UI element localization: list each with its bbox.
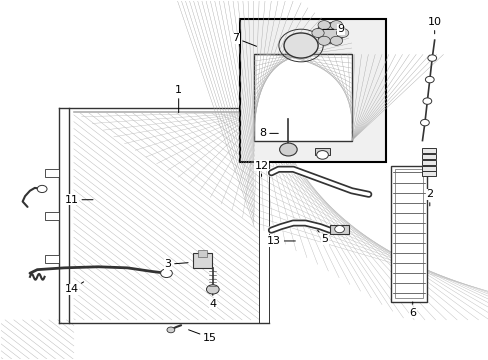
- Circle shape: [420, 120, 428, 126]
- Bar: [315, 148, 329, 155]
- Bar: [421, 160, 435, 165]
- Bar: [390, 166, 427, 302]
- Bar: [254, 54, 351, 140]
- Text: 13: 13: [266, 236, 295, 246]
- Text: 6: 6: [408, 302, 415, 318]
- Circle shape: [425, 76, 433, 83]
- Text: 4: 4: [209, 294, 216, 309]
- Text: 3: 3: [164, 259, 188, 269]
- Circle shape: [37, 185, 47, 193]
- Bar: [44, 212, 59, 220]
- Circle shape: [206, 285, 219, 294]
- Bar: [44, 168, 59, 177]
- Circle shape: [317, 21, 330, 30]
- Circle shape: [311, 28, 324, 37]
- Text: 11: 11: [64, 195, 93, 205]
- Circle shape: [317, 36, 330, 45]
- Bar: [193, 253, 211, 267]
- Bar: [44, 255, 59, 263]
- Circle shape: [160, 269, 172, 278]
- Text: 5: 5: [317, 230, 328, 244]
- Text: 15: 15: [188, 330, 217, 343]
- Text: 10: 10: [427, 17, 441, 34]
- Circle shape: [330, 36, 342, 45]
- Bar: [421, 171, 435, 176]
- Circle shape: [427, 55, 436, 61]
- Bar: [421, 148, 435, 153]
- Text: 7: 7: [232, 33, 256, 46]
- Circle shape: [330, 21, 342, 30]
- Bar: [239, 19, 385, 162]
- Circle shape: [422, 98, 431, 104]
- Circle shape: [334, 226, 344, 233]
- Bar: [421, 166, 435, 171]
- Circle shape: [166, 327, 174, 333]
- Bar: [421, 154, 435, 159]
- Text: 14: 14: [64, 282, 83, 294]
- Bar: [329, 225, 348, 234]
- Circle shape: [316, 150, 328, 159]
- Bar: [198, 250, 206, 257]
- Circle shape: [279, 143, 297, 156]
- Bar: [394, 169, 423, 298]
- Text: 12: 12: [254, 161, 268, 176]
- Circle shape: [336, 28, 348, 37]
- Text: 8: 8: [259, 129, 278, 138]
- Text: 9: 9: [322, 24, 344, 35]
- Circle shape: [284, 33, 318, 58]
- Text: 1: 1: [175, 85, 182, 113]
- Text: 2: 2: [426, 189, 432, 206]
- Circle shape: [316, 23, 343, 43]
